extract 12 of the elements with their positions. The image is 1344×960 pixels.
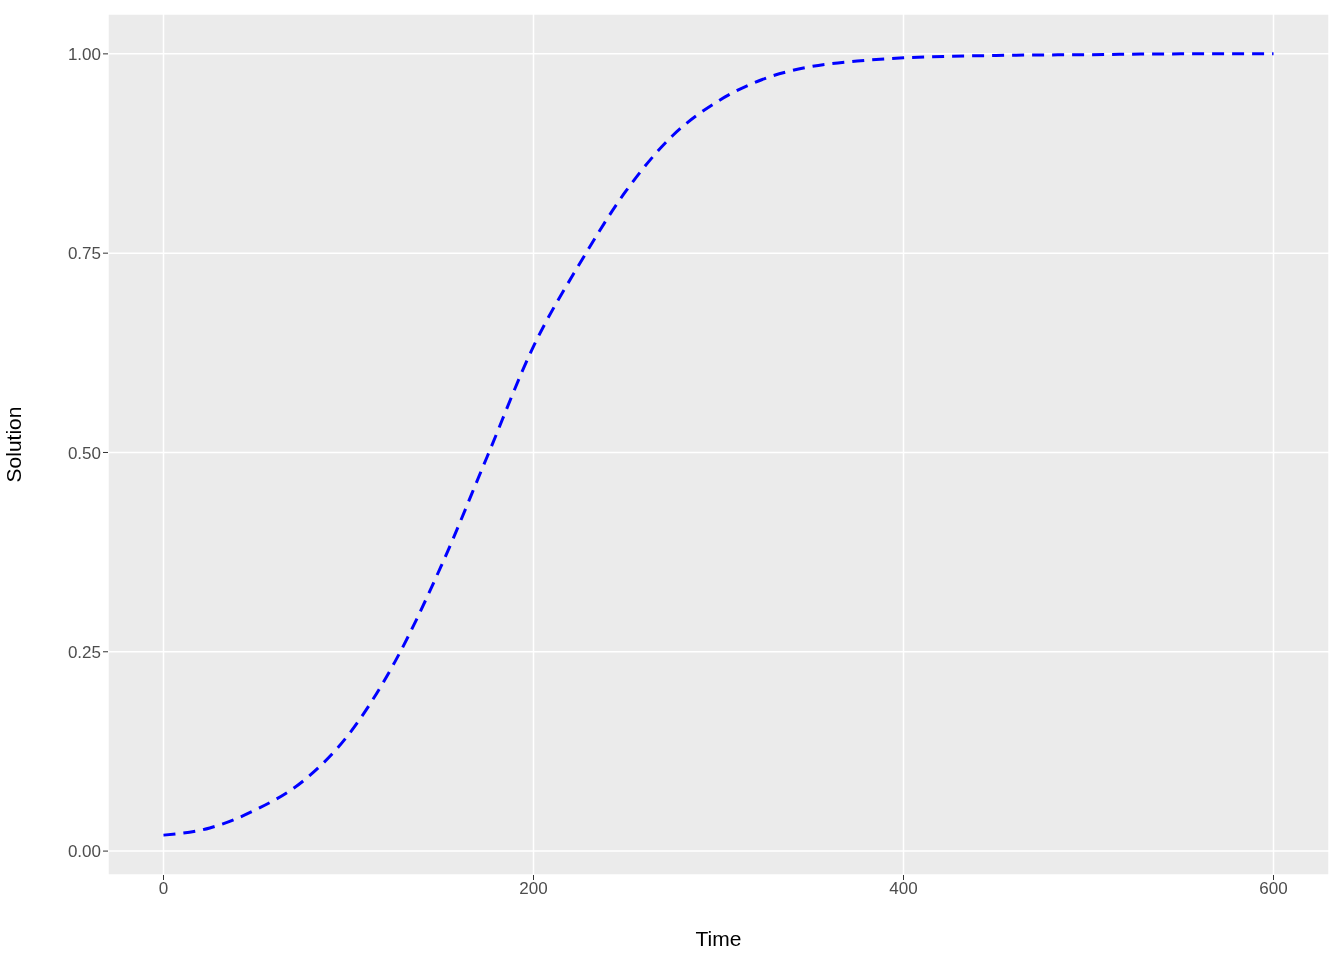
x-tick-label: 200 (519, 879, 548, 899)
x-tick-label: 400 (889, 879, 918, 899)
y-tick-label: 1.00 (67, 44, 101, 64)
line-series (162, 52, 1275, 837)
x-axis-title: Time (695, 927, 742, 950)
y-tick-label: 0.75 (67, 244, 101, 264)
y-axis-title: Solution (2, 406, 26, 483)
x-tick-label: 0 (158, 879, 169, 899)
x-tick-label: 600 (1259, 879, 1288, 899)
y-tick-label: 0.50 (67, 443, 101, 463)
y-tick-label: 0.00 (67, 842, 101, 862)
y-tick-label: 0.25 (67, 642, 101, 662)
